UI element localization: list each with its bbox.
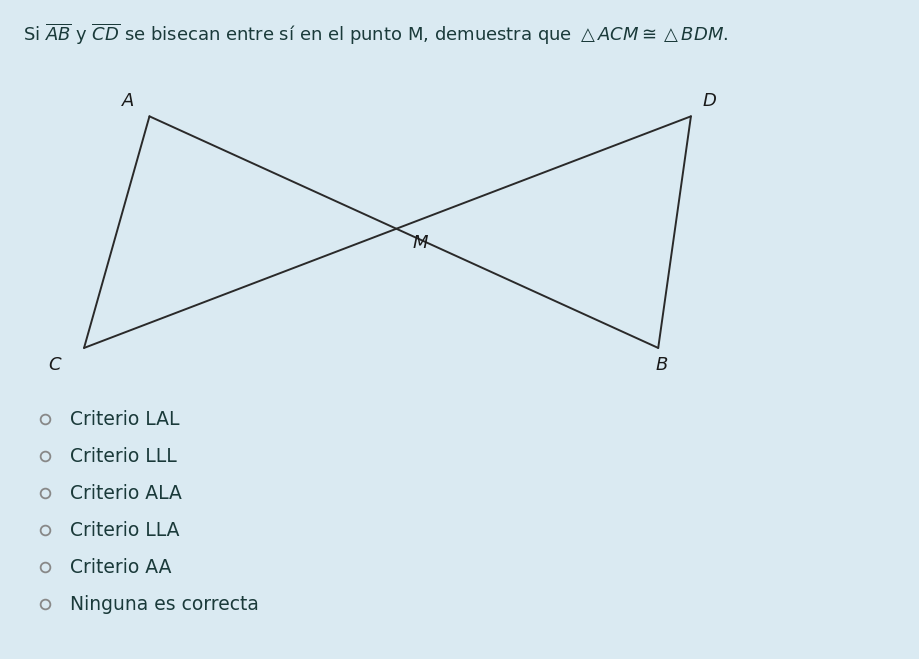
Text: Criterio LAL: Criterio LAL <box>70 410 179 429</box>
Text: B: B <box>655 356 667 374</box>
Text: C: C <box>49 356 62 374</box>
Text: Si $\overline{AB}$ y $\overline{CD}$ se bisecan entre sí en el punto M, demuestr: Si $\overline{AB}$ y $\overline{CD}$ se … <box>23 22 728 47</box>
Text: M: M <box>413 234 428 252</box>
Text: Criterio ALA: Criterio ALA <box>70 484 182 503</box>
Text: A: A <box>121 92 133 109</box>
Text: Criterio AA: Criterio AA <box>70 558 171 577</box>
Text: D: D <box>701 92 715 109</box>
Text: Criterio LLL: Criterio LLL <box>70 447 176 466</box>
Text: Ninguna es correcta: Ninguna es correcta <box>70 594 258 614</box>
Text: Criterio LLA: Criterio LLA <box>70 521 179 540</box>
